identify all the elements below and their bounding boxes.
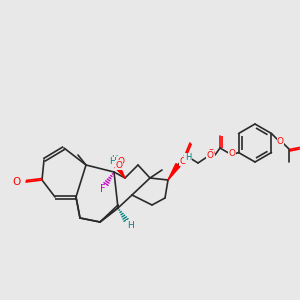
Text: H: H	[110, 158, 116, 166]
Text: O: O	[118, 157, 124, 166]
Text: O: O	[179, 157, 187, 166]
Text: O: O	[229, 149, 236, 158]
Polygon shape	[168, 164, 180, 180]
Text: F: F	[100, 184, 106, 194]
Text: O: O	[116, 160, 122, 169]
Text: H: H	[185, 154, 191, 163]
Text: H: H	[127, 220, 134, 230]
Text: O: O	[208, 149, 214, 158]
Text: H: H	[111, 155, 117, 164]
Text: O: O	[13, 177, 21, 187]
Polygon shape	[115, 165, 125, 178]
Text: O: O	[277, 137, 284, 146]
Text: O: O	[206, 151, 214, 160]
